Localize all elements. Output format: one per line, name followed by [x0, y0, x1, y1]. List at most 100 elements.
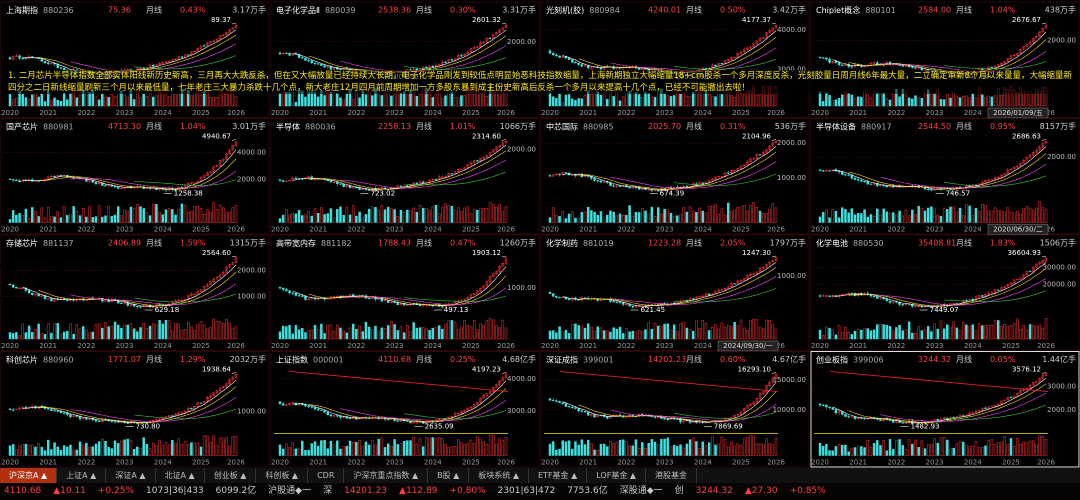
- volume-bar: [358, 97, 361, 107]
- market-tab[interactable]: LOF基金 ▲: [587, 468, 647, 483]
- chart-panel: 电子化学品Ⅱ 880039 2538.36 月线 0.30% 3.31万手2000.002…: [270, 1, 540, 118]
- candle-body: [278, 287, 282, 289]
- volume-bar: [946, 93, 949, 107]
- volume-bar: [564, 329, 568, 340]
- candle-body: [981, 407, 984, 411]
- volume-bar: [8, 93, 12, 107]
- candle-body: [40, 58, 44, 62]
- candle-body: [853, 293, 857, 296]
- volume-bar: [825, 443, 828, 456]
- market-tab[interactable]: 板块系统 ▲: [469, 468, 529, 483]
- high-label: 1247.30: [742, 249, 771, 257]
- candle-body: [987, 406, 990, 409]
- candle-body: [161, 62, 165, 64]
- volume-bar: [212, 435, 215, 456]
- volume-bar: [43, 217, 47, 223]
- candle-body: [101, 297, 104, 302]
- volume-bar: [891, 448, 895, 456]
- market-tab[interactable]: 科创板 ▲: [256, 468, 309, 483]
- panel-code: 880236: [43, 6, 74, 15]
- y-tick-label: 3000.00: [777, 65, 806, 73]
- volume-bar: [701, 441, 705, 456]
- volume-bar: [1022, 208, 1025, 223]
- market-tab[interactable]: 北证A ▲: [156, 468, 205, 483]
- volume-bar: [285, 326, 288, 340]
- volume-bar: [758, 327, 762, 340]
- x-tick-label: 2024: [694, 342, 712, 350]
- volume-bar: [437, 325, 441, 340]
- market-tab[interactable]: CDR: [308, 468, 345, 483]
- volume-bar: [933, 208, 936, 223]
- candle-body: [453, 58, 457, 61]
- volume-bar: [1032, 325, 1035, 340]
- market-tab[interactable]: 创业板 ▲: [205, 468, 257, 483]
- candle-body: [1003, 61, 1006, 64]
- market-tab[interactable]: 沪深京A ▲: [0, 468, 58, 483]
- volume-bar: [714, 204, 717, 223]
- candle-body: [504, 257, 508, 264]
- panel-title: 化学制药 881019: [546, 238, 614, 248]
- candle-body: [593, 414, 596, 418]
- candle-body: [749, 158, 752, 162]
- candle-body: [914, 67, 917, 69]
- volume-bar: [310, 443, 314, 456]
- volume-bar: [310, 215, 314, 223]
- volume-bar: [742, 94, 746, 107]
- volume-bar: [206, 435, 209, 456]
- panel-period: 月线: [686, 354, 702, 364]
- candle-body: [733, 414, 736, 418]
- volume-bar: [171, 440, 174, 456]
- candle-body: [714, 64, 717, 67]
- market-tab[interactable]: 深证A ▲: [106, 468, 156, 483]
- volume-bar: [574, 217, 577, 223]
- panel-change: 1.04%: [990, 6, 1016, 15]
- market-tab[interactable]: ETF基金 ▲: [529, 468, 588, 483]
- volume-bar: [961, 215, 965, 223]
- candle-body: [18, 407, 21, 410]
- volume-bar: [367, 326, 371, 340]
- market-tab[interactable]: 沪深京重点指数 ▲: [344, 468, 429, 483]
- volume-bar: [69, 323, 72, 340]
- candle-body: [698, 296, 701, 298]
- volume-bar: [43, 333, 47, 340]
- candle-body: [1000, 62, 1003, 65]
- candle-body: [453, 171, 457, 174]
- volume-bar: [85, 216, 88, 223]
- volume-bar: [707, 442, 711, 456]
- candle-body: [1003, 173, 1006, 176]
- candle-body: [850, 66, 854, 68]
- volume-bar: [990, 325, 994, 340]
- candle-body: [637, 67, 641, 70]
- panel-name: 创业板指: [816, 354, 848, 364]
- candle-body: [396, 420, 400, 422]
- moving-average: [292, 144, 507, 190]
- volume-bar: [727, 92, 730, 107]
- volume-bar: [841, 207, 844, 223]
- volume-bar: [561, 331, 564, 340]
- market-tab[interactable]: 港股基金: [646, 468, 698, 483]
- volume-bar: [650, 96, 654, 107]
- volume-bar: [316, 212, 320, 223]
- market-tab[interactable]: B股 ▲: [428, 468, 470, 483]
- volume-bar: [148, 215, 152, 223]
- volume-bar: [821, 101, 825, 107]
- panel-frame: [270, 1, 540, 118]
- volume-bar: [771, 444, 775, 456]
- volume-bar: [281, 214, 285, 223]
- volume-bar: [958, 207, 962, 223]
- candle-body: [571, 174, 574, 176]
- volume-bar: [765, 438, 768, 456]
- x-tick-label: 2024: [694, 459, 712, 467]
- candle-body: [380, 297, 384, 302]
- x-tick-label: 2020: [541, 459, 559, 467]
- candle-body: [834, 409, 838, 414]
- candle-body: [457, 412, 460, 414]
- volume-bar: [974, 330, 978, 340]
- y-tick-label: 1000.00: [777, 272, 806, 280]
- x-tick-label: 2022: [77, 226, 95, 234]
- panel-name: 国产芯片: [6, 121, 38, 131]
- volume-bar: [856, 445, 860, 456]
- market-tab[interactable]: 上证A ▲: [57, 468, 107, 483]
- candle-body: [1012, 395, 1016, 398]
- candle-body: [841, 411, 844, 415]
